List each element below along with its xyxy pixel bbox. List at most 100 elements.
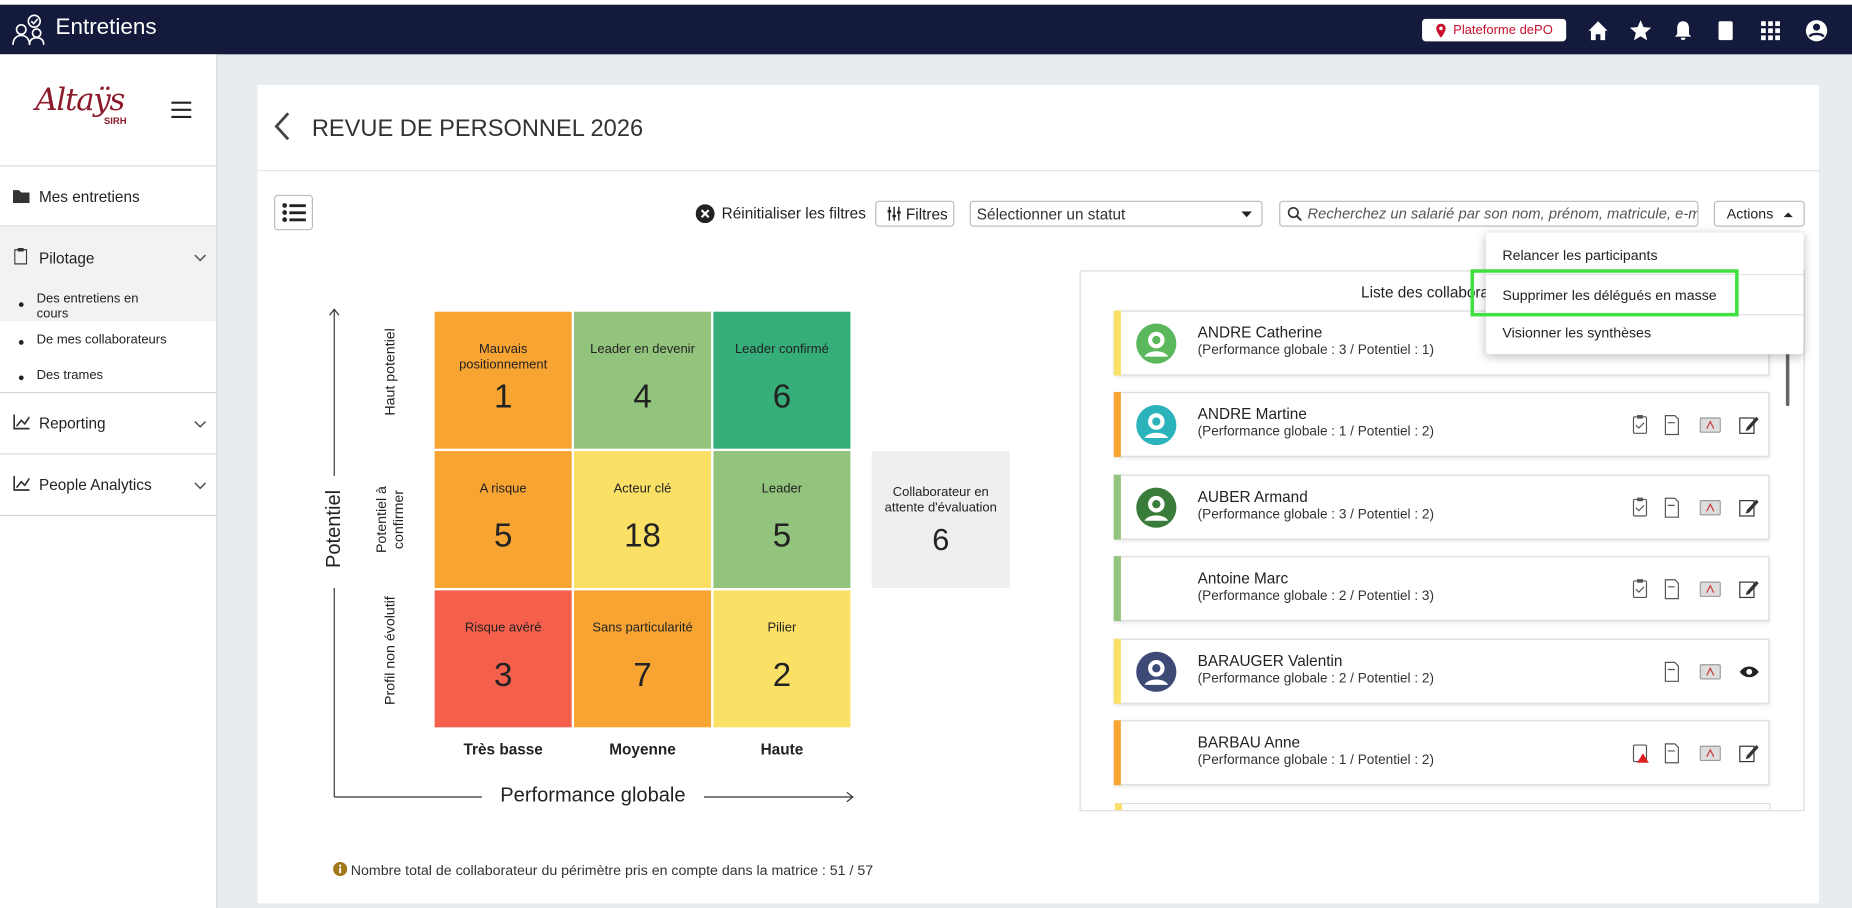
menu-item[interactable]: People Analytics xyxy=(38,475,152,494)
employee-card[interactable]: ANDRE Martine (Performance globale : 1 / … xyxy=(1113,392,1770,457)
employee-card[interactable]: Antoine Marc (Performance globale : 2 / P… xyxy=(1113,556,1770,622)
matrix-cell[interactable]: Acteur clé 18 xyxy=(574,451,712,589)
status-select[interactable]: Sélectionner un statut xyxy=(969,200,1263,227)
pdf-icon[interactable] xyxy=(1699,579,1721,600)
menu-item[interactable]: Pilotage xyxy=(38,249,95,267)
val-icon[interactable] xyxy=(1631,497,1652,518)
doc-icon[interactable] xyxy=(1663,497,1684,518)
clipboard-icon xyxy=(14,247,28,265)
pdf-icon[interactable] xyxy=(1699,414,1721,435)
doc-icon[interactable] xyxy=(1663,414,1684,436)
logo: Altaÿs xyxy=(35,82,125,119)
chevron[interactable] xyxy=(194,420,207,428)
app-title: Entretiens xyxy=(55,15,157,41)
highlight-box xyxy=(1470,269,1739,317)
doc-icon[interactable] xyxy=(1663,661,1684,682)
employee-card[interactable]: BARBAU Anne (Performance globale : 1 / Po… xyxy=(1113,720,1770,786)
cell-count: 4 xyxy=(633,377,652,415)
eye-icon[interactable] xyxy=(1739,661,1760,682)
back-button[interactable] xyxy=(274,112,291,141)
cell-count: 6 xyxy=(772,377,792,415)
matrix-cell[interactable]: Sans particularité 7 xyxy=(574,590,712,728)
filters-button[interactable]: Filtres xyxy=(875,200,955,227)
chart-icon xyxy=(13,414,30,430)
matrix-cell[interactable]: Pilier 2 xyxy=(713,590,851,728)
cell-count: 5 xyxy=(493,517,513,554)
chevron[interactable] xyxy=(194,254,207,262)
menu-option[interactable]: Relancer les participants xyxy=(1502,246,1658,264)
column-label: Moyenne xyxy=(609,740,676,759)
scrollbar[interactable] xyxy=(1785,349,1790,407)
cell-count: 7 xyxy=(633,656,652,694)
pdf-icon[interactable] xyxy=(1699,743,1721,764)
val-icon[interactable] xyxy=(1631,579,1652,600)
warn-icon[interactable] xyxy=(1631,743,1652,764)
reset-icon[interactable] xyxy=(695,204,715,224)
status-bar xyxy=(1113,392,1121,457)
edit-icon[interactable] xyxy=(1739,497,1760,518)
employee-card[interactable]: AUBER Armand (Performance globale : 3 / P… xyxy=(1113,474,1770,540)
employee-card[interactable]: BARAUGER Valentin (Performance globale : … xyxy=(1113,638,1770,704)
view-toggle[interactable] xyxy=(274,194,313,231)
edit-icon[interactable] xyxy=(1739,743,1760,764)
book-icon[interactable] xyxy=(1718,21,1733,41)
pdf-icon[interactable] xyxy=(1699,661,1721,682)
employee-detail: (Performance globale : 3 / Potentiel : 1… xyxy=(1197,343,1434,358)
edit-icon[interactable] xyxy=(1739,414,1760,435)
bell-icon[interactable] xyxy=(1674,21,1692,41)
menu-item[interactable]: Reporting xyxy=(38,414,106,433)
val-icon[interactable] xyxy=(1631,414,1652,435)
y-axis-label: Potentiel xyxy=(322,489,345,569)
status-placeholder: Sélectionner un statut xyxy=(976,204,1126,223)
status-bar xyxy=(1113,638,1121,704)
doc-icon[interactable] xyxy=(1663,743,1684,764)
search-placeholder: Recherchez un salarié par son nom, préno… xyxy=(1307,205,1699,222)
status-bar xyxy=(1113,310,1121,376)
matrix-cell[interactable]: Leader en devenir 4 xyxy=(574,311,712,449)
cell-count: 5 xyxy=(772,517,792,554)
matrix-cell[interactable]: Leader 5 xyxy=(713,451,851,589)
cell-label: Risque avéré xyxy=(464,621,542,636)
list-icon xyxy=(281,203,306,222)
platform-button[interactable]: Plateforme dePO xyxy=(1422,18,1567,42)
column-label: Haute xyxy=(760,740,804,759)
pending-box[interactable]: Collaborateur en attente d'évaluation 6 xyxy=(871,451,1010,589)
cell-label: Leader xyxy=(761,481,803,496)
grid-icon[interactable] xyxy=(1761,21,1780,41)
matrix-cell[interactable]: Mauvais positionnement 1 xyxy=(434,311,572,449)
app-icon xyxy=(12,14,45,45)
submenu-item[interactable]: De mes collaborateurs xyxy=(36,332,167,348)
doc-icon[interactable] xyxy=(1663,579,1684,600)
matrix-cell[interactable]: Risque avéré 3 xyxy=(434,590,572,728)
pin-icon xyxy=(1436,23,1447,38)
employee-name: BARAUGER Valentin xyxy=(1197,651,1343,670)
submenu-item[interactable]: Des entretiens en cours xyxy=(36,291,139,322)
matrix-cell[interactable]: A risque 5 xyxy=(434,451,572,589)
actions-button[interactable]: Actions xyxy=(1713,200,1805,227)
status-bar xyxy=(1113,720,1121,786)
menu-option[interactable]: Visionner les synthèses xyxy=(1502,324,1652,342)
home-icon[interactable] xyxy=(1588,21,1608,41)
search-input[interactable]: Recherchez un salarié par son nom, préno… xyxy=(1279,200,1699,227)
pdf-icon[interactable] xyxy=(1699,497,1721,518)
filters-label: Filtres xyxy=(905,204,948,223)
matrix-cell[interactable]: Leader confirmé 6 xyxy=(713,311,851,449)
hamburger[interactable] xyxy=(171,101,192,119)
cell-count: 2 xyxy=(772,656,792,694)
cell-count: 18 xyxy=(624,517,661,554)
star-icon[interactable] xyxy=(1629,20,1652,41)
reset-filters[interactable]: Réinitialiser les filtres xyxy=(721,204,866,222)
edit-icon[interactable] xyxy=(1739,579,1760,600)
menu-item[interactable]: Mes entretiens xyxy=(38,187,140,206)
submenu-item[interactable]: Des trames xyxy=(36,368,104,383)
list-title: Liste des collaborateurs xyxy=(1361,283,1524,302)
avatar xyxy=(1135,322,1178,365)
cell-label: Sans particularité xyxy=(592,621,693,636)
employee-detail: (Performance globale : 2 / Potentiel : 3… xyxy=(1197,589,1434,604)
menu-option[interactable]: Supprimer les délégués en masse xyxy=(1502,286,1717,304)
status-bar xyxy=(1113,474,1121,540)
actions-label: Actions xyxy=(1726,205,1774,222)
employee-detail: (Performance globale : 1 / Potentiel : 2… xyxy=(1197,425,1434,440)
info-icon xyxy=(333,861,348,877)
chevron[interactable] xyxy=(194,482,207,490)
